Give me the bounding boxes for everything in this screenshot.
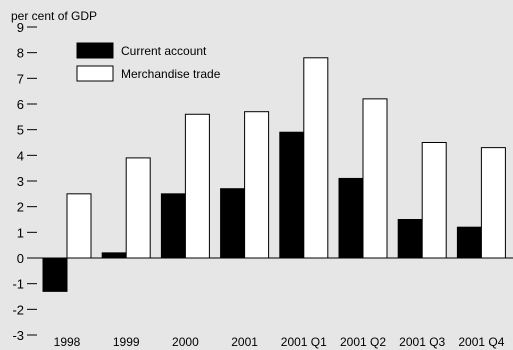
bar-current-account — [220, 188, 246, 259]
bar-merchandise-trade — [480, 147, 506, 259]
y-tick-label: -1 — [12, 277, 24, 292]
y-tick-label: 4 — [17, 148, 24, 163]
y-axis: 9 8 7 6 5 4 3 2 1 0 -1 -2 -3 — [12, 20, 37, 343]
bar-current-account — [101, 252, 127, 259]
y-tick-label: 2 — [17, 200, 24, 215]
bar-merchandise-trade — [303, 57, 329, 259]
bar-merchandise-trade — [421, 142, 447, 259]
x-axis: 1998 1999 2000 2001 2001 Q1 2001 Q2 2001 Q3 200… — [54, 335, 505, 349]
x-tick-label: 1999 — [113, 335, 140, 349]
y-tick-label: -2 — [12, 302, 24, 317]
x-tick-label: 1998 — [54, 335, 81, 349]
y-tick-label: 9 — [17, 20, 24, 35]
y-axis-label: per cent of GDP — [11, 9, 97, 23]
bar-current-account — [279, 131, 305, 259]
y-tick-label: 7 — [17, 71, 24, 86]
legend-swatch-merchandise-trade — [76, 65, 114, 82]
bar-current-account — [160, 193, 186, 259]
legend-swatch-current-account — [76, 42, 114, 59]
bar-merchandise-trade — [362, 98, 388, 259]
y-tick-label: -3 — [12, 328, 24, 343]
x-tick-label: 2001 Q1 — [281, 335, 327, 349]
y-tick-label: 0 — [17, 251, 24, 266]
bar-merchandise-trade — [184, 113, 210, 259]
legend: Current account Merchandise trade — [76, 42, 221, 82]
bar-merchandise-trade — [66, 193, 92, 259]
bar-merchandise-trade — [244, 111, 270, 259]
bar-current-account — [456, 226, 482, 259]
x-tick-label: 2000 — [172, 335, 199, 349]
y-tick-label: 1 — [17, 225, 24, 240]
bar-current-account — [397, 219, 423, 259]
bar-merchandise-trade — [125, 157, 151, 259]
legend-label-merchandise-trade: Merchandise trade — [121, 67, 221, 81]
y-tick-label: 3 — [17, 174, 24, 189]
x-tick-label: 2001 Q4 — [458, 335, 504, 349]
y-tick-label: 5 — [17, 123, 24, 138]
y-tick-label: 6 — [17, 97, 24, 112]
legend-label-current-account: Current account — [121, 44, 207, 58]
x-tick-label: 2001 — [231, 335, 258, 349]
bars — [42, 57, 506, 292]
x-tick-label: 2001 Q2 — [340, 335, 386, 349]
y-tick-label: 8 — [17, 46, 24, 61]
bar-current-account — [338, 177, 364, 259]
x-tick-label: 2001 Q3 — [399, 335, 445, 349]
bar-current-account — [42, 257, 68, 292]
